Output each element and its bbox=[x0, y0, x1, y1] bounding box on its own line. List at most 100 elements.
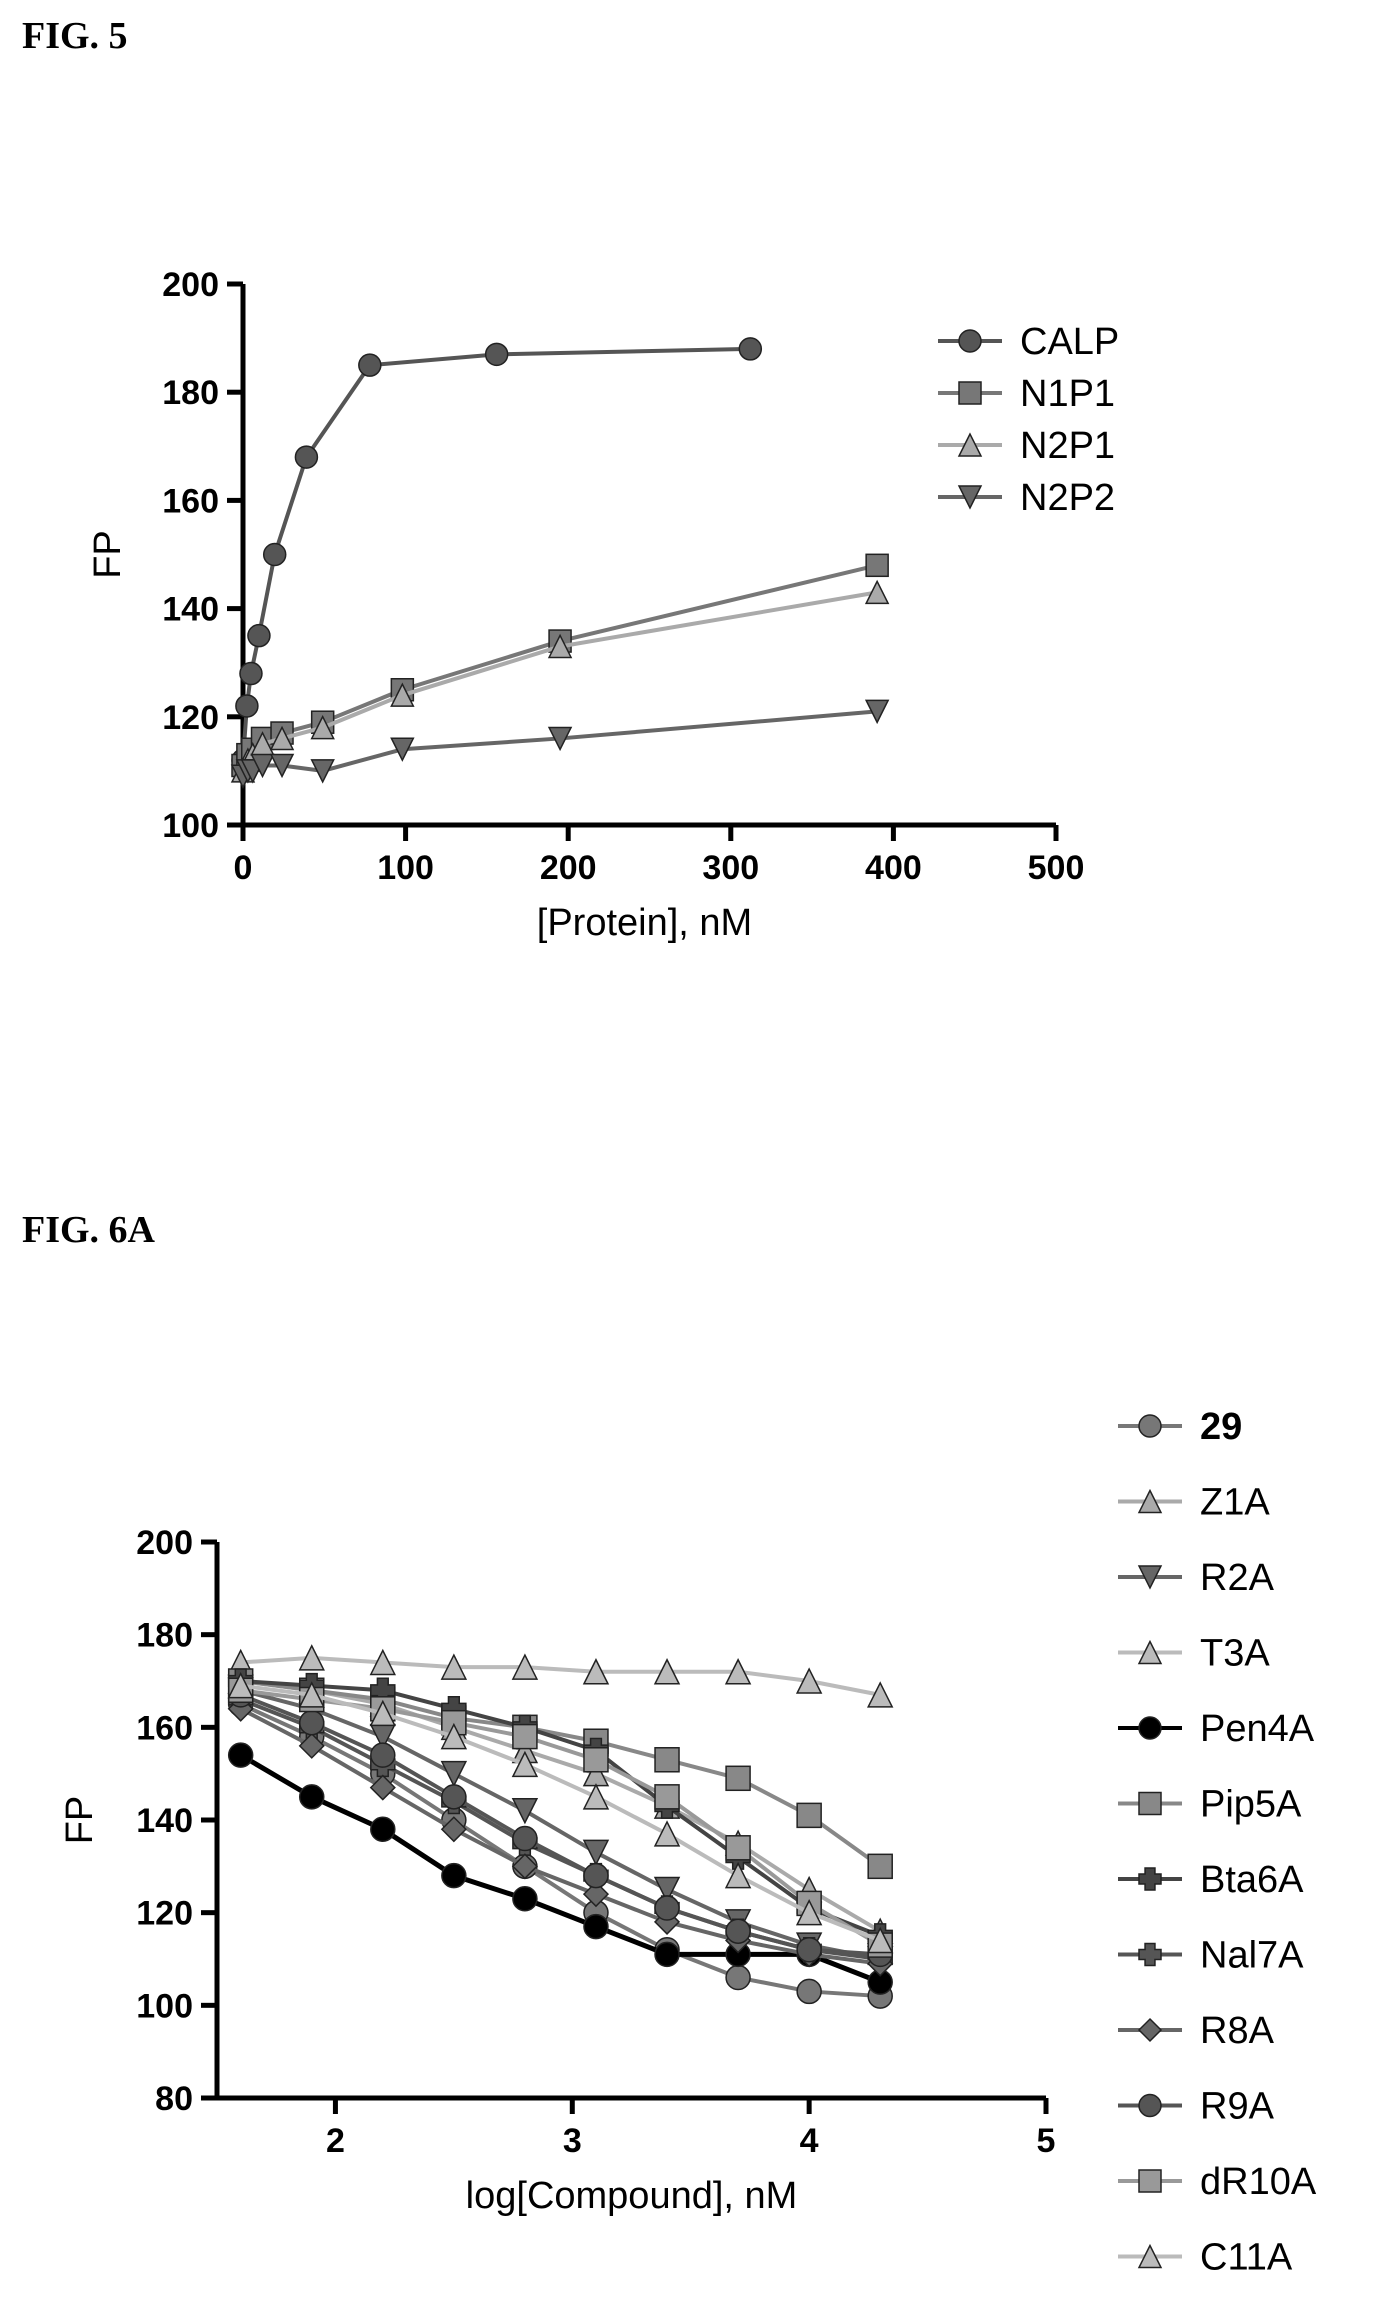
x-tick-label: 3 bbox=[563, 2122, 582, 2160]
data-point bbox=[864, 699, 890, 725]
data-point bbox=[582, 1839, 610, 1867]
data-point bbox=[269, 725, 295, 751]
data-point bbox=[583, 1862, 609, 1889]
legend-label: dR10A bbox=[1200, 2161, 1317, 2203]
data-point bbox=[370, 1742, 396, 1768]
legend-item-z1a: Z1A bbox=[1118, 1482, 1270, 1524]
data-point bbox=[547, 726, 573, 752]
data-point bbox=[298, 1784, 325, 1810]
y-tick-label: 200 bbox=[162, 266, 219, 304]
series-line-r2a bbox=[240, 1688, 881, 1961]
legend-label: T3A bbox=[1200, 1633, 1270, 1675]
legend-marker bbox=[1138, 1942, 1162, 1967]
series-calp bbox=[231, 337, 763, 772]
y-tick-label: 200 bbox=[136, 1524, 193, 1562]
legend-item-calp: CALP bbox=[938, 321, 1119, 363]
data-point bbox=[867, 1853, 893, 1880]
legend-item-r2a: R2A bbox=[1118, 1557, 1275, 1599]
data-point bbox=[654, 1747, 680, 1773]
data-point bbox=[390, 737, 415, 762]
series-line-r8a bbox=[239, 1707, 881, 1966]
data-point bbox=[369, 1774, 396, 1801]
data-point bbox=[796, 1802, 822, 1829]
data-point bbox=[262, 542, 287, 567]
data-point bbox=[370, 1816, 396, 1843]
data-point bbox=[310, 714, 335, 740]
legend-marker bbox=[1137, 2243, 1163, 2269]
x-axis-label: [Protein], nM bbox=[537, 902, 752, 944]
data-point bbox=[239, 661, 263, 686]
legend-item-r8a: R8A bbox=[1118, 2010, 1275, 2052]
legend-label: R8A bbox=[1200, 2010, 1275, 2052]
data-point bbox=[369, 1648, 397, 1676]
data-point bbox=[512, 1723, 538, 1750]
legend-label: N2P1 bbox=[1020, 425, 1115, 467]
data-point bbox=[796, 1936, 822, 1963]
data-point bbox=[725, 1835, 751, 1861]
data-point bbox=[358, 353, 382, 377]
series-line-calp bbox=[241, 346, 751, 761]
legend-item-pip5a: Pip5A bbox=[1118, 1784, 1302, 1826]
data-point bbox=[440, 1760, 468, 1788]
x-tick-label: 5 bbox=[1037, 2122, 1056, 2160]
y-tick-label: 140 bbox=[162, 591, 219, 629]
series-line-pip5a bbox=[240, 1679, 882, 1868]
data-point bbox=[582, 1881, 610, 1908]
legend-marker bbox=[957, 485, 983, 510]
data-point bbox=[250, 753, 275, 779]
data-point bbox=[653, 1658, 681, 1685]
data-point bbox=[654, 1941, 680, 1968]
legend-item-n1p1: N1P1 bbox=[938, 373, 1115, 415]
data-point bbox=[440, 1722, 468, 1750]
data-point bbox=[512, 1825, 538, 1852]
series-r2a bbox=[227, 1677, 894, 1973]
data-point bbox=[511, 1653, 539, 1680]
data-point bbox=[294, 445, 319, 469]
x-tick-label: 300 bbox=[702, 849, 759, 887]
data-point bbox=[441, 1784, 467, 1810]
y-axis-label: FP bbox=[87, 530, 129, 579]
data-point bbox=[298, 1644, 325, 1671]
legend-item-29: 29 bbox=[1118, 1406, 1242, 1448]
fig5-label: FIG. 5 bbox=[22, 15, 128, 57]
fig6a-chart: 80 100 120 140 160 180 200 2 3 4 5 log[Compound], n… bbox=[59, 1406, 1317, 2279]
data-point bbox=[865, 553, 889, 578]
legend-marker bbox=[1138, 1414, 1162, 1438]
data-point bbox=[369, 1699, 397, 1727]
data-point bbox=[227, 1671, 254, 1699]
data-point bbox=[795, 1667, 823, 1694]
x-tick-label: 400 bbox=[865, 849, 922, 887]
legend-marker bbox=[958, 381, 982, 405]
legend-marker bbox=[1138, 1791, 1162, 1816]
legend-marker bbox=[1138, 2169, 1162, 2193]
legend-label: Pen4A bbox=[1200, 1708, 1315, 1750]
data-point bbox=[484, 342, 509, 367]
legend-marker bbox=[1138, 2093, 1162, 2118]
legend-label: C11A bbox=[1200, 2237, 1293, 2279]
data-point bbox=[235, 694, 259, 718]
data-point bbox=[795, 1898, 823, 1926]
y-tick-label: 80 bbox=[155, 2080, 193, 2118]
legend-item-n2p2: N2P2 bbox=[938, 477, 1115, 519]
data-point bbox=[440, 1816, 467, 1843]
legend-marker bbox=[1137, 1639, 1163, 1665]
data-point bbox=[440, 1653, 468, 1680]
data-point bbox=[796, 1978, 822, 2005]
data-point bbox=[511, 1750, 539, 1778]
series-line-dr10a bbox=[240, 1688, 882, 1947]
legend-label: Z1A bbox=[1200, 1482, 1270, 1524]
data-point bbox=[441, 1862, 467, 1889]
series-line-r9a bbox=[239, 1693, 881, 1957]
legend-item-t3a: T3A bbox=[1118, 1633, 1270, 1675]
x-tick-label: 200 bbox=[540, 849, 597, 887]
legend-item-c11a: C11A bbox=[1118, 2237, 1293, 2279]
y-tick-label: 160 bbox=[136, 1709, 193, 1747]
series-t3a bbox=[227, 1644, 894, 1708]
legend-marker bbox=[1138, 1716, 1162, 1740]
y-tick-label: 180 bbox=[162, 374, 219, 412]
data-point bbox=[866, 1926, 894, 1954]
data-point bbox=[738, 337, 763, 361]
data-point bbox=[298, 1732, 325, 1759]
legend-label: R9A bbox=[1200, 2086, 1275, 2128]
data-point bbox=[725, 1964, 751, 1991]
